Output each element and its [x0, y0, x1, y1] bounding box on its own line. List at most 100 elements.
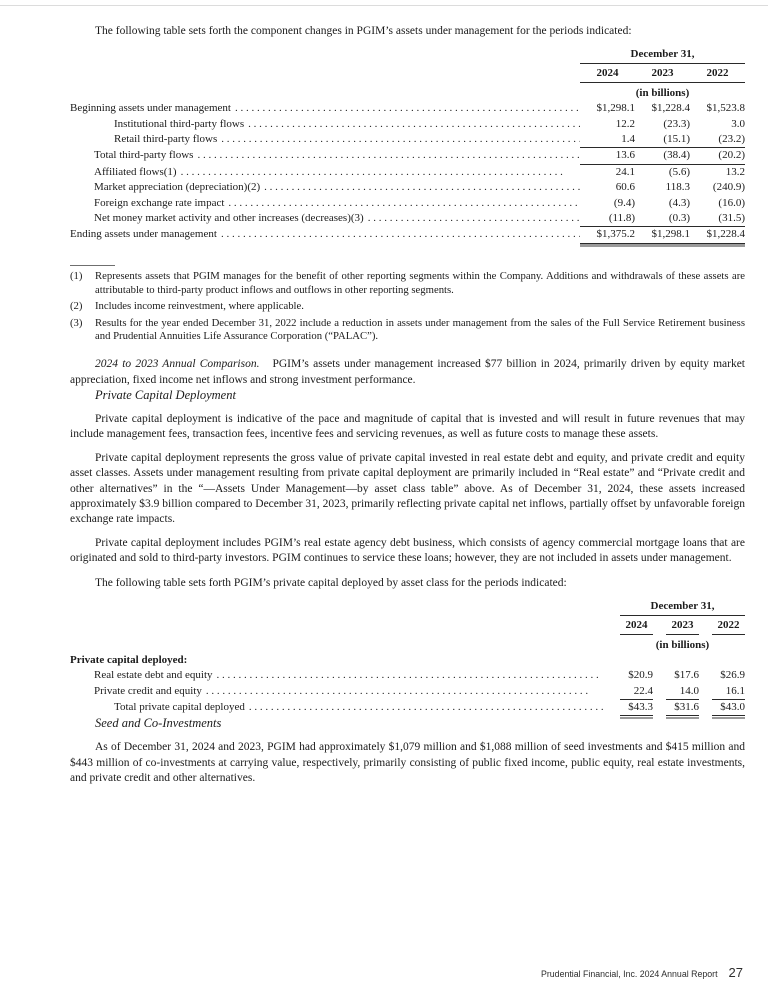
table-row: Ending assets under management$1,375.2$1… — [70, 227, 745, 248]
dot-leader — [248, 117, 580, 132]
value-cell: 16.1 — [699, 684, 745, 701]
row-label: Private credit and equity — [94, 684, 202, 697]
value: (9.4) — [613, 196, 635, 209]
value-cell: $1,523.8 — [690, 101, 746, 116]
table-row: Market appreciation (depreciation)(2) 60.… — [70, 180, 745, 195]
dot-leader — [217, 668, 607, 683]
footnote-text: Results for the year ended December 31, … — [95, 316, 745, 343]
dot-leader — [197, 148, 580, 163]
value-cell: 24.1 — [580, 165, 635, 180]
dot-leader — [368, 211, 580, 226]
value-cell: $1,375.2 — [580, 227, 635, 248]
value-cell: $26.9 — [699, 668, 745, 683]
row-label-cell: Total third-party flows — [70, 148, 580, 163]
value-cell: (240.9) — [690, 180, 745, 195]
value-cell: 60.6 — [580, 180, 635, 195]
footnote-marker: (3) — [70, 316, 83, 329]
value-cell: (9.4) — [580, 196, 635, 211]
row-label: Foreign exchange rate impact — [94, 196, 225, 209]
table-row: Retail third-party flows 1.4(15.1)(23.2) — [70, 132, 745, 149]
row-label-cell: Foreign exchange rate impact — [70, 196, 580, 211]
value-cell: (23.2) — [690, 132, 745, 149]
table-units-row: (in billions) — [70, 635, 745, 653]
row-label: Real estate debt and equity — [94, 669, 213, 682]
footer-text: Prudential Financial, Inc. 2024 Annual R… — [540, 969, 718, 979]
annual-comparison-paragraph: 2024 to 2023 Annual Comparison. PGIM’s as… — [70, 357, 745, 387]
footnote-text: Includes income reinvestment, where appl… — [95, 300, 304, 313]
value: (38.4) — [635, 148, 690, 165]
row-label: Net money market activity and other incr… — [94, 212, 364, 225]
value: $43.3 — [619, 700, 653, 720]
footnote-divider — [70, 264, 115, 266]
value: (31.5) — [690, 211, 745, 228]
value: $1,523.8 — [706, 102, 746, 115]
row-label-cell: Ending assets under management — [70, 227, 580, 242]
value: (4.3) — [668, 196, 690, 209]
value: $1,228.4 — [690, 227, 745, 248]
row-label: Institutional third-party flows — [114, 117, 245, 130]
value: $1,298.1 — [596, 102, 636, 115]
table-row: Institutional third-party flows 12.2 (23.3… — [70, 117, 745, 132]
row-label: Private capital deployed: — [70, 653, 188, 666]
page-number: 27 — [728, 965, 743, 980]
table-row: Private capital deployed: — [70, 653, 745, 668]
aum-changes-table: December 31, 2024 2023 2022 (in billions… — [70, 47, 746, 248]
value-cell: $1,298.1 — [635, 227, 690, 248]
comparison-lead: 2024 to 2023 Annual Comparison. — [95, 358, 260, 371]
section-heading-private-capital: Private Capital Deployment — [95, 387, 236, 402]
value: (23.3) — [663, 117, 690, 130]
row-label-cell: Retail third-party flows — [70, 132, 580, 147]
page-footer: Prudential Financial, Inc. 2024 Annual R… — [541, 965, 743, 980]
row-label-cell: Beginning assets under management — [70, 101, 580, 116]
footnote-marker: (2) — [70, 300, 83, 313]
paragraph: Private capital deployment is indicative… — [70, 412, 745, 440]
paragraph: Private capital deployment represents th… — [70, 452, 745, 526]
value-cell: (11.8) — [580, 211, 635, 228]
value-cell: 1.4 — [580, 132, 635, 149]
dot-leader — [206, 684, 607, 699]
dot-leader — [249, 700, 607, 715]
value: 14.0 — [665, 684, 699, 701]
row-label: Total private capital deployed — [114, 701, 245, 714]
row-label-cell: Total private capital deployed — [70, 700, 607, 715]
row-label-cell: Private capital deployed: — [70, 653, 607, 668]
intro-paragraph: The following table sets forth the compo… — [95, 25, 632, 37]
value-cell: (16.0) — [690, 196, 745, 211]
row-label: Total third-party flows — [94, 149, 194, 162]
value: $20.9 — [628, 669, 653, 682]
value-cell: $43.3 — [607, 700, 653, 720]
value: 13.6 — [580, 148, 635, 165]
value-cell: $31.6 — [653, 700, 699, 720]
footnotes: (1) Represents assets that PGIM manages f… — [70, 270, 745, 345]
table-units-row: (in billions) — [70, 83, 745, 101]
value-cell: $20.9 — [607, 668, 653, 683]
value-cell: $1,298.1 — [580, 101, 636, 116]
value-cell: $43.0 — [699, 700, 746, 720]
section-heading-seed: Seed and Co-Investments — [95, 716, 222, 731]
paragraph: Private capital deployment includes PGIM… — [70, 537, 745, 565]
value: 13.2 — [725, 165, 745, 178]
row-label: Retail third-party flows — [114, 133, 218, 146]
value-cell: $17.6 — [653, 668, 699, 683]
value-cell: 22.4 — [607, 684, 653, 701]
value: $1,375.2 — [580, 227, 635, 248]
dot-leader — [228, 196, 580, 211]
year-header: 2023 — [635, 66, 690, 84]
date-header: December 31, — [580, 47, 745, 65]
table-date-header-row: December 31, — [70, 47, 745, 65]
date-header: December 31, — [619, 599, 745, 616]
value-cell — [607, 653, 653, 668]
value: (23.2) — [690, 132, 745, 149]
row-label: Beginning assets under management — [70, 102, 231, 115]
table-row: Affiliated flows(1) 24.1 (5.6) 13.2 — [70, 165, 745, 180]
value-cell: 13.2 — [690, 165, 745, 180]
dot-leader — [181, 165, 580, 180]
row-label-cell: Institutional third-party flows — [70, 117, 580, 132]
table-year-header-row: 2024 2023 2022 — [70, 64, 745, 84]
value: $17.6 — [674, 669, 699, 682]
footnote-item: (3) Results for the year ended December 3… — [70, 317, 745, 345]
footnote-marker: (1) — [70, 269, 83, 282]
value: 3.0 — [731, 117, 745, 130]
value-cell: (15.1) — [635, 132, 690, 149]
row-label-cell: Market appreciation (depreciation)(2) — [70, 180, 580, 195]
